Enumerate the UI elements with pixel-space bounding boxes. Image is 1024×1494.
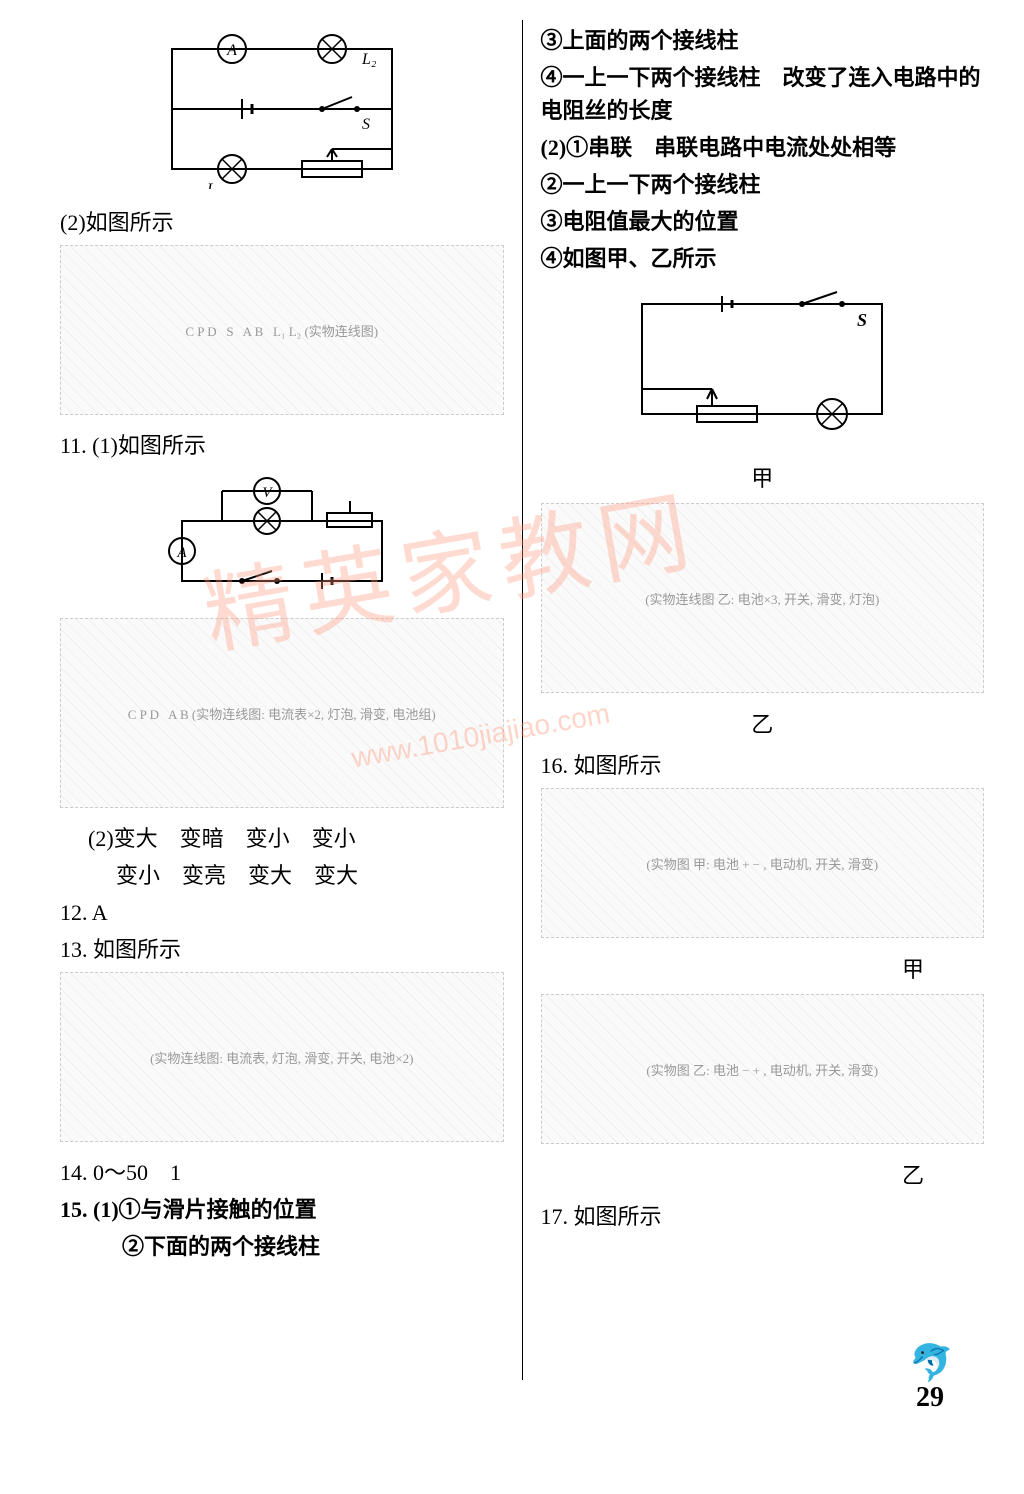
page-content: A L₂ S L₁	[0, 0, 1024, 1400]
q15-3: ③上面的两个接线柱	[541, 24, 985, 57]
diagram-circuit-jia: S	[541, 283, 985, 445]
q16: 16. 如图所示	[541, 749, 985, 782]
dolphin-icon: 🐬	[909, 1342, 954, 1384]
diagram-physical-16-yi: (实物图 乙: 电池 − + , 电动机, 开关, 滑变)	[541, 994, 985, 1144]
diagram-circuit-top: A L₂ S L₁	[60, 28, 504, 190]
label-L1: L₁	[206, 181, 221, 189]
left-column: A L₂ S L₁	[50, 20, 523, 1380]
diagram-physical-13: (实物连线图: 电流表, 灯泡, 滑变, 开关, 电池×2)	[60, 972, 504, 1142]
q15-1: 15. (1)①与滑片接触的位置	[60, 1193, 504, 1226]
q15-2-4: ④如图甲、乙所示	[541, 242, 985, 275]
q11-2b: 变小 变亮 变大 变大	[60, 859, 504, 892]
q11-2a: (2)变大 变暗 变小 变小	[60, 822, 504, 855]
caption-jia: 甲	[541, 461, 985, 493]
q15-4: ④一上一下两个接线柱 改变了连入电路中的电阻丝的长度	[541, 61, 985, 127]
diagram-physical-10-2: C P D S A B L₁ L₂ (实物连线图)	[60, 245, 504, 415]
q17: 17. 如图所示	[541, 1200, 985, 1233]
q15-2-3: ③电阻值最大的位置	[541, 205, 985, 238]
q11-1-text: 11. (1)如图所示	[60, 429, 504, 462]
q15-2: ②下面的两个接线柱	[60, 1230, 504, 1263]
label-S: S	[362, 116, 370, 133]
caption-16-yi: 乙	[541, 1158, 985, 1190]
page-number: 29	[916, 1382, 944, 1414]
diagram-physical-16-jia: (实物图 甲: 电池 + − , 电动机, 开关, 滑变)	[541, 788, 985, 938]
label-S-jia: S	[857, 310, 867, 330]
diagram-circuit-11: V A	[60, 470, 504, 602]
q14: 14. 0～50 1	[60, 1156, 504, 1189]
label-A11: A	[176, 545, 187, 561]
q10-2-text: (2)如图所示	[60, 206, 504, 239]
q13: 13. 如图所示	[60, 933, 504, 966]
caption-yi: 乙	[541, 707, 985, 739]
label-L2: L₂	[361, 51, 377, 68]
label-A: A	[226, 42, 237, 59]
q15-2-1: (2)①串联 串联电路中电流处处相等	[541, 131, 985, 164]
caption-16-jia: 甲	[541, 952, 985, 984]
diagram-physical-yi: (实物连线图 乙: 电池×3, 开关, 滑变, 灯泡)	[541, 503, 985, 693]
diagram-physical-11: C P D A B (实物连线图: 电流表×2, 灯泡, 滑变, 电池组)	[60, 618, 504, 808]
right-column: ③上面的两个接线柱 ④一上一下两个接线柱 改变了连入电路中的电阻丝的长度 (2)…	[523, 20, 995, 1380]
label-V: V	[262, 485, 273, 501]
q12: 12. A	[60, 896, 504, 929]
q15-2-2: ②一上一下两个接线柱	[541, 168, 985, 201]
